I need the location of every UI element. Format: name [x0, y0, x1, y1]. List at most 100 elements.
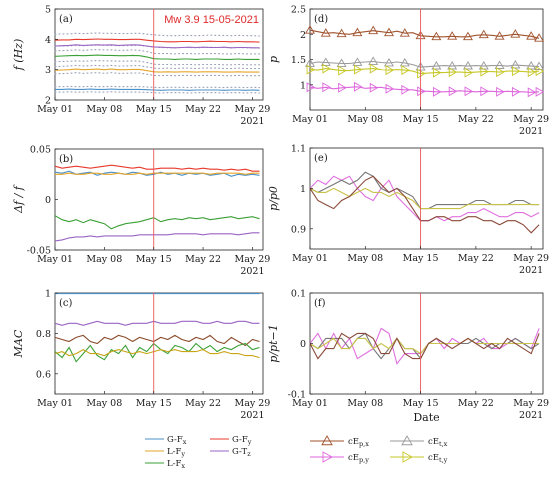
y-tick-label: -0.1 — [288, 390, 306, 401]
series-line-cEp,y — [309, 327, 540, 365]
y-tick-label: 0.05 — [30, 145, 51, 156]
legend-label: cEp,y — [348, 453, 369, 464]
series-line-L-Fy — [55, 172, 260, 175]
y-axis-label: Δf / f — [12, 184, 25, 214]
series-marker-cEp,x — [431, 31, 442, 41]
series-marker-cEt,x — [534, 61, 545, 70]
series-marker-cEt,y — [432, 67, 442, 78]
series-marker-cEp,y — [511, 86, 521, 97]
x-year-label: 2021 — [519, 265, 543, 276]
series-line-G-Fy — [54, 164, 260, 172]
series-marker-cEp,x — [462, 31, 473, 41]
y-tick-label: 2 — [45, 96, 51, 107]
series-line-G-Fy — [54, 38, 260, 43]
series-marker-cEp,x — [336, 28, 347, 38]
y-tick-label: 0 — [45, 195, 51, 206]
series-line-G-Tz — [54, 320, 260, 326]
band-L-Fx — [54, 60, 261, 66]
y-tick-label: 2 — [300, 30, 306, 41]
series-line-cEt,y — [309, 337, 540, 355]
x-tick-label: May 08 — [86, 398, 122, 409]
series-line-L-Fy — [54, 68, 260, 73]
x-year-label: 2021 — [240, 116, 264, 127]
series-marker-cEp,y — [448, 86, 458, 97]
series-marker-cEp,y — [306, 82, 316, 93]
series-marker-cEp,y — [322, 82, 331, 93]
series-marker-cEp,y — [432, 86, 442, 97]
legend-label: L-Fy — [167, 447, 185, 458]
y-tick-label: 1 — [45, 289, 51, 300]
series-marker-cEt,y — [354, 64, 363, 75]
x-tick-label: May 22 — [458, 253, 494, 264]
x-tick-label: May 15 — [136, 398, 172, 409]
panel-label: (b) — [59, 154, 73, 165]
band-G-Fy — [54, 32, 261, 37]
x-year-label: 2021 — [519, 126, 543, 137]
legend-label: G-Fx — [167, 435, 187, 446]
x-tick-label: May 22 — [185, 104, 221, 115]
y-tick-label: 5 — [45, 5, 51, 16]
band-G-Fx — [54, 85, 261, 89]
y-tick-label: 0.8 — [36, 329, 51, 340]
x-tick-label: May 01 — [37, 254, 73, 265]
series-marker-cEt,y — [306, 64, 316, 75]
x-tick-label: May 08 — [347, 114, 383, 125]
series-line-cEp,x — [309, 29, 540, 39]
x-tick-label: May 15 — [136, 254, 172, 265]
series-marker-cEp,x — [399, 28, 410, 37]
series-marker-cEp,x — [320, 28, 331, 37]
series-marker-cEt,y — [527, 67, 537, 78]
series-marker-cEp,x — [494, 31, 505, 40]
x-tick-label: May 01 — [292, 114, 328, 125]
legend-marker-p,x — [321, 435, 333, 446]
x-tick-label: May 01 — [37, 398, 73, 409]
legend-label: cEp,x — [348, 437, 369, 448]
y-axis-label: f (Hz) — [12, 39, 25, 72]
series-marker-cEt,x — [510, 59, 521, 69]
series-line-L-Fx — [54, 342, 260, 363]
y-axis-label: MAC — [12, 329, 25, 358]
panel-label: (e) — [314, 153, 328, 164]
x-tick-label: May 15 — [136, 104, 172, 115]
series-line-cEp,x — [309, 175, 540, 234]
x-tick-label: May 01 — [292, 398, 328, 409]
series-marker-cEt,x — [447, 60, 458, 70]
event-annotation: Mw 3.9 15-05-2021 — [164, 14, 259, 26]
x-axis-label: Date — [413, 411, 439, 424]
x-year-label: 2021 — [519, 410, 543, 421]
series-marker-cEt,y — [496, 67, 505, 78]
y-axis-label: p — [267, 56, 280, 63]
series-marker-cEp,y — [464, 86, 474, 97]
panel-label: (f) — [314, 298, 326, 309]
series-marker-cEt,y — [417, 68, 426, 79]
legend-label: G-Tz — [232, 447, 251, 458]
y-tick-label: 0.1 — [291, 289, 306, 300]
y-tick-label: 2.5 — [291, 5, 306, 16]
series-marker-cEt,x — [494, 60, 505, 69]
y-tick-label: 1 — [300, 80, 306, 91]
axes-box — [54, 292, 264, 395]
series-marker-cEp,y — [401, 84, 410, 95]
series-marker-cEp,x — [510, 29, 521, 38]
y-tick-label: 3 — [45, 65, 51, 76]
y-tick-label: 1.5 — [291, 55, 306, 66]
x-tick-label: May 08 — [347, 253, 383, 264]
x-tick-label: May 08 — [86, 254, 122, 265]
series-marker-cEp,x — [305, 25, 315, 34]
y-tick-label: 0.9 — [291, 224, 306, 235]
series-marker-cEp,y — [527, 87, 537, 98]
series-marker-cEt,y — [322, 63, 331, 74]
series-marker-cEt,y — [464, 67, 474, 78]
series-marker-cEt,y — [535, 66, 545, 77]
series-marker-cEt,x — [526, 60, 537, 70]
legend-label: G-Fy — [232, 435, 252, 446]
x-tick-label: May 22 — [185, 254, 221, 265]
series-marker-cEp,x — [352, 27, 363, 37]
x-year-label: 2021 — [240, 266, 264, 277]
series-marker-cEp,y — [354, 81, 363, 92]
x-tick-label: May 29 — [513, 253, 549, 264]
